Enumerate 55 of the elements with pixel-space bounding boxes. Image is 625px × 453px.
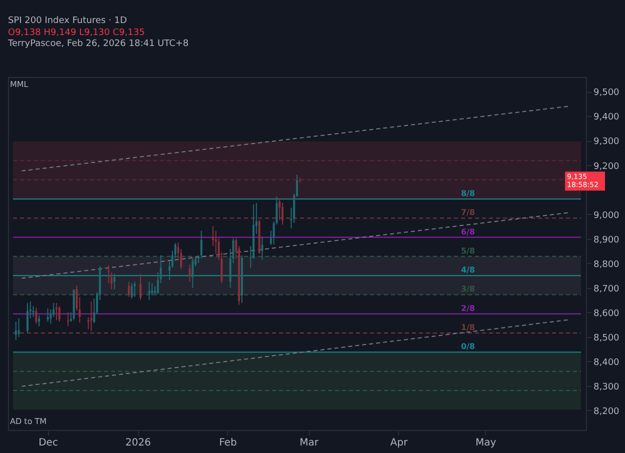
candlestick (278, 198, 281, 220)
annotation: 0/8 (460, 342, 476, 352)
candlestick (90, 301, 92, 332)
y-tick-label: 9,000 (594, 210, 620, 221)
x-tick-label: Apr (390, 438, 408, 448)
y-tick-label: 8,900 (594, 235, 620, 246)
candlestick (200, 230, 202, 259)
annotation: 1/8 (460, 323, 476, 332)
x-tick-label: Dec (38, 438, 58, 448)
candlestick (140, 273, 142, 301)
y-tick-label: 8,400 (594, 358, 620, 368)
candlestick (128, 281, 130, 298)
candlestick (38, 315, 40, 327)
x-tick-label: Mar (300, 438, 320, 448)
y-tick-label: 8,500 (594, 333, 620, 344)
chart-title: SPI 200 Index Futures · 1D (8, 16, 127, 26)
y-tick-label: 9,300 (594, 137, 620, 148)
annotation: 2/8 (460, 304, 476, 313)
candlestick (192, 258, 194, 288)
y-tick-label: 9,400 (594, 112, 620, 123)
y-tick-label: 9,200 (594, 162, 620, 172)
annotation: AD to TM (10, 417, 47, 426)
candlestick (32, 306, 34, 318)
candlestick (18, 318, 20, 338)
candlestick (113, 273, 116, 290)
annotation: 4/8 (460, 266, 476, 275)
candlestick (108, 264, 110, 284)
annotation: MML (10, 80, 29, 89)
candlestick (58, 306, 60, 322)
y-tick-label: 8,300 (594, 382, 620, 392)
annotation: 5/8 (460, 246, 476, 256)
candlestick (261, 236, 264, 260)
candlestick (67, 312, 70, 327)
y-tick-label: 8,200 (594, 406, 620, 417)
y-tick-label: 9,500 (594, 88, 620, 98)
candlestick (26, 302, 28, 333)
candlestick (130, 282, 133, 300)
x-tick-label: May (476, 438, 496, 448)
candlestick (14, 321, 17, 341)
x-tick-label: Feb (219, 438, 237, 448)
candlestick (188, 264, 191, 282)
annotation: 7/8 (460, 208, 476, 218)
candlestick (282, 202, 284, 226)
y-tick-label: 8,700 (594, 284, 620, 294)
candlestick (46, 308, 49, 322)
candlestick (148, 281, 150, 301)
annotation: 6/8 (460, 227, 476, 236)
x-tick-label: 2026 (125, 438, 151, 448)
y-tick-label: 8,800 (594, 260, 620, 270)
y-tick-label: 8,600 (594, 308, 620, 319)
annotation: 8/8 (460, 188, 476, 198)
text: TerryPascoe, Feb 26, 2026 18:41 UTC+8 (7, 39, 189, 49)
candlestick (35, 307, 38, 324)
candlestick (55, 302, 58, 321)
chart-subtitle: O9,138 H9,149 L9,130 C9,135 (8, 28, 145, 38)
